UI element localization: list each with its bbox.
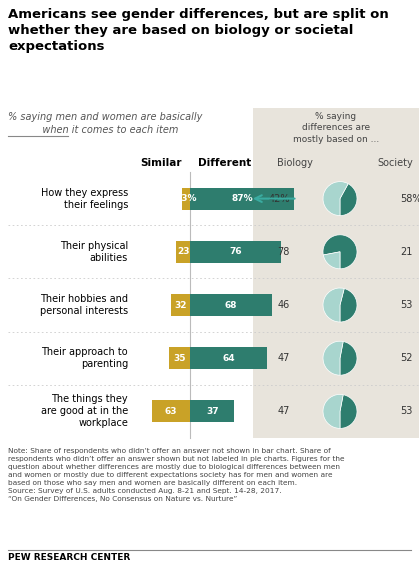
Text: Different: Different [198,158,251,168]
Bar [253,108,419,438]
Text: PEW RESEARCH CENTER: PEW RESEARCH CENTER [8,553,130,562]
Text: 23: 23 [177,247,189,256]
Text: The things they
are good at in the
workplace: The things they are good at in the workp… [41,395,128,428]
Text: 53: 53 [400,407,412,416]
Wedge shape [340,341,357,375]
Text: 21: 21 [400,247,412,257]
Text: % saying men and women are basically: % saying men and women are basically [8,112,202,122]
Text: 63: 63 [165,407,177,416]
Bar [176,241,190,263]
Text: Biology: Biology [277,158,313,168]
Wedge shape [323,182,348,216]
Bar [152,400,190,423]
Bar [190,347,267,369]
Text: 47: 47 [278,353,290,363]
Text: 76: 76 [229,247,242,256]
Text: 78: 78 [278,247,290,257]
Bar [171,294,190,316]
Text: 37: 37 [206,407,219,416]
Bar [182,188,190,210]
Text: % saying
differences are
mostly based on ...: % saying differences are mostly based on… [293,112,379,144]
Text: 13%: 13% [175,194,197,203]
Text: 58%: 58% [400,194,419,204]
Text: Their hobbies and
personal interests: Their hobbies and personal interests [40,294,128,316]
Text: Note: Share of respondents who didn’t offer an answer not shown in bar chart. Sh: Note: Share of respondents who didn’t of… [8,448,344,502]
Text: 52: 52 [400,353,412,363]
FancyArrowPatch shape [255,195,295,202]
Text: Americans see gender differences, but are split on
whether they are based on bio: Americans see gender differences, but ar… [8,8,389,53]
Wedge shape [323,288,344,322]
Wedge shape [340,395,357,428]
Text: How they express
their feelings: How they express their feelings [41,188,128,210]
Bar [190,294,272,316]
Text: 87%: 87% [231,194,253,203]
Text: 46: 46 [278,300,290,310]
Text: when it comes to each item: when it comes to each item [8,125,178,135]
Wedge shape [340,184,357,216]
Text: 64: 64 [222,353,235,363]
Bar [190,241,281,263]
Text: 53: 53 [400,300,412,310]
Text: Society: Society [377,158,413,168]
Bar [190,188,295,210]
Text: 47: 47 [278,407,290,416]
Text: Their physical
abilities: Their physical abilities [60,241,128,263]
Wedge shape [323,395,343,428]
Wedge shape [340,288,357,322]
Bar [169,347,190,369]
Text: 32: 32 [174,300,186,309]
Text: 35: 35 [173,353,186,363]
Wedge shape [323,252,340,269]
Text: 42%: 42% [269,194,290,204]
Text: Their approach to
parenting: Their approach to parenting [41,347,128,369]
Text: 68: 68 [225,300,237,309]
Bar [190,400,234,423]
Wedge shape [323,341,343,375]
Text: Similar: Similar [140,158,182,168]
Wedge shape [323,235,357,269]
